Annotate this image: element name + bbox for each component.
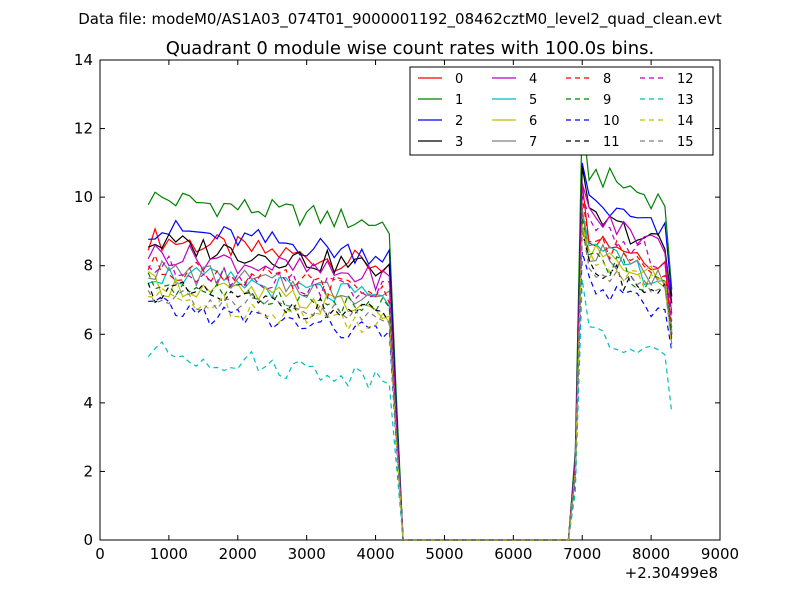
y-tick-label: 4 — [83, 394, 93, 412]
legend-label-5: 5 — [529, 93, 537, 108]
series-lines — [147, 114, 673, 541]
legend-label-11: 11 — [603, 135, 620, 150]
legend-label-15: 15 — [677, 135, 694, 150]
legend-label-12: 12 — [677, 72, 694, 87]
series-line-13 — [147, 279, 673, 541]
legend-label-3: 3 — [455, 135, 463, 150]
y-tick-label: 2 — [83, 462, 93, 480]
legend-label-2: 2 — [455, 114, 463, 129]
x-tick-label: 8000 — [632, 545, 670, 563]
y-tick-label: 8 — [83, 257, 93, 275]
axis-ticks: 0 1000 2000 3000 4000 5000 6000 7000 8000 9000 0 2 4… — [74, 51, 739, 563]
y-tick-label: 12 — [74, 120, 93, 138]
series-line-10 — [148, 251, 673, 541]
legend-label-4: 4 — [529, 72, 537, 87]
legend-label-8: 8 — [603, 72, 611, 87]
legend-box — [409, 66, 714, 156]
x-tick-label: 2000 — [219, 545, 257, 563]
series-line-14 — [148, 224, 673, 541]
y-tick-label: 6 — [83, 325, 93, 343]
x-tick-label: 6000 — [494, 545, 532, 563]
legend-label-1: 1 — [455, 93, 463, 108]
legend-label-10: 10 — [603, 114, 620, 129]
y-tick-label: 14 — [74, 51, 93, 69]
x-tick-label: 1000 — [150, 545, 188, 563]
legend-label-13: 13 — [677, 93, 694, 108]
legend-label-14: 14 — [677, 114, 694, 129]
x-tick-label: 7000 — [563, 545, 601, 563]
chart-title: Quadrant 0 module wise count rates with … — [166, 38, 655, 59]
y-tick-label: 10 — [74, 188, 93, 206]
series-line-12 — [147, 193, 673, 541]
legend-label-7: 7 — [529, 135, 537, 150]
x-tick-label: 9000 — [701, 545, 739, 563]
x-offset-label: +2.30499e8 — [625, 564, 718, 582]
x-tick-label: 5000 — [425, 545, 463, 563]
x-tick-label: 3000 — [288, 545, 326, 563]
y-tick-label: 0 — [83, 531, 93, 549]
legend-label-9: 9 — [603, 93, 611, 108]
chart-suptitle: Data file: modeM0/AS1A03_074T01_90000011… — [78, 10, 722, 29]
legend-label-6: 6 — [529, 114, 537, 129]
legend-label-0: 0 — [455, 72, 463, 87]
x-tick-label: 0 — [95, 545, 105, 563]
x-tick-label: 4000 — [356, 545, 394, 563]
series-line-15 — [147, 227, 673, 541]
